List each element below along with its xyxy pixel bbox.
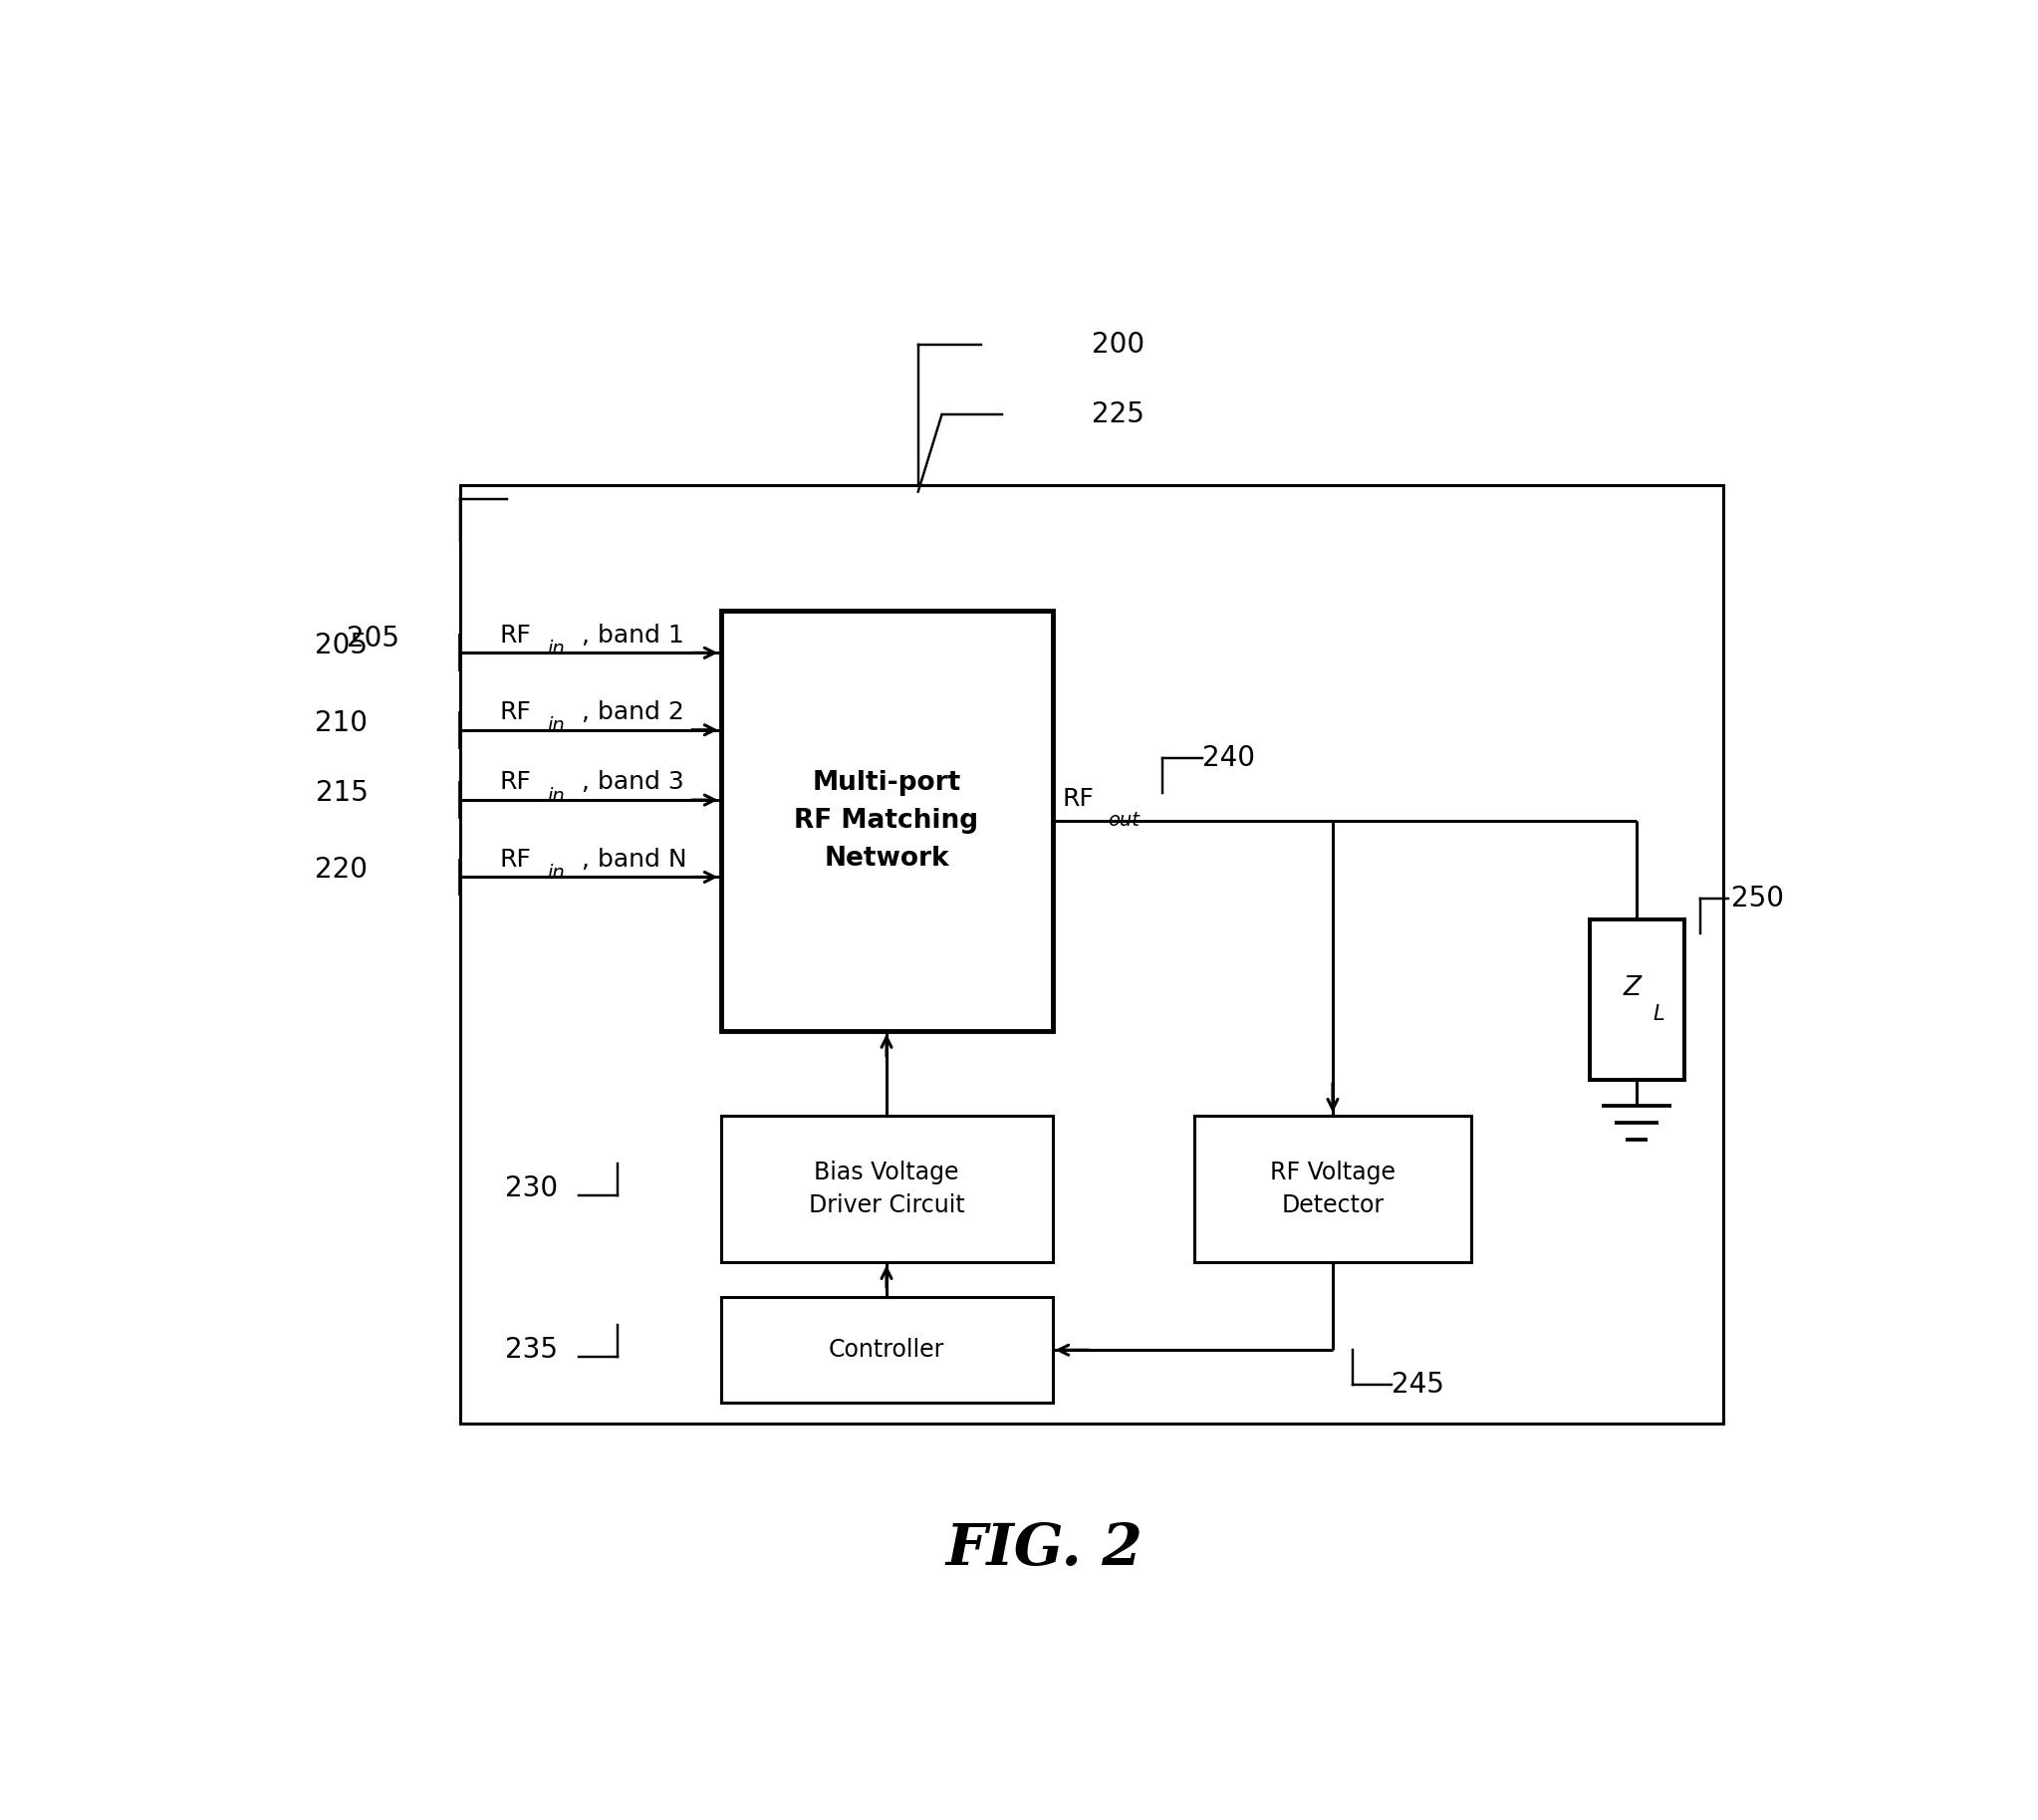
Text: FIG. 2: FIG. 2: [946, 1522, 1143, 1578]
Text: RF: RF: [499, 848, 532, 872]
Text: RF: RF: [1062, 788, 1094, 812]
Text: in: in: [546, 786, 565, 806]
Text: 215: 215: [316, 779, 369, 806]
Text: , band 1: , band 1: [581, 622, 685, 648]
Text: RF Voltage
Detector: RF Voltage Detector: [1270, 1159, 1396, 1218]
Text: 220: 220: [316, 855, 369, 885]
Text: , band 3: , band 3: [581, 770, 685, 794]
Bar: [461, 484, 1724, 1423]
Bar: [721, 1298, 1052, 1403]
Text: in: in: [546, 864, 565, 883]
Bar: [721, 1116, 1052, 1263]
Text: Z: Z: [1622, 976, 1641, 1001]
Text: Bias Voltage
Driver Circuit: Bias Voltage Driver Circuit: [809, 1159, 964, 1218]
Bar: [1590, 919, 1683, 1081]
Bar: [721, 612, 1052, 1032]
Text: out: out: [1109, 810, 1139, 830]
Text: 205: 205: [316, 632, 369, 661]
Text: 240: 240: [1202, 744, 1255, 772]
Bar: [1194, 1116, 1471, 1263]
Text: 210: 210: [316, 710, 369, 737]
Text: Controller: Controller: [829, 1338, 944, 1361]
Text: 235: 235: [505, 1336, 558, 1363]
Text: , band N: , band N: [581, 848, 687, 872]
Text: L: L: [1653, 1005, 1665, 1023]
Text: 225: 225: [1092, 400, 1145, 428]
Text: 230: 230: [505, 1176, 558, 1203]
Text: in: in: [546, 717, 565, 735]
Text: 200: 200: [1092, 331, 1145, 359]
Text: 205: 205: [346, 624, 399, 653]
Text: RF: RF: [499, 622, 532, 648]
Text: 250: 250: [1732, 885, 1785, 912]
Text: 245: 245: [1392, 1370, 1445, 1400]
Text: RF: RF: [499, 701, 532, 724]
Text: , band 2: , band 2: [581, 701, 685, 724]
Text: in: in: [546, 639, 565, 659]
Text: Multi-port
RF Matching
Network: Multi-port RF Matching Network: [795, 770, 978, 872]
Text: RF: RF: [499, 770, 532, 794]
